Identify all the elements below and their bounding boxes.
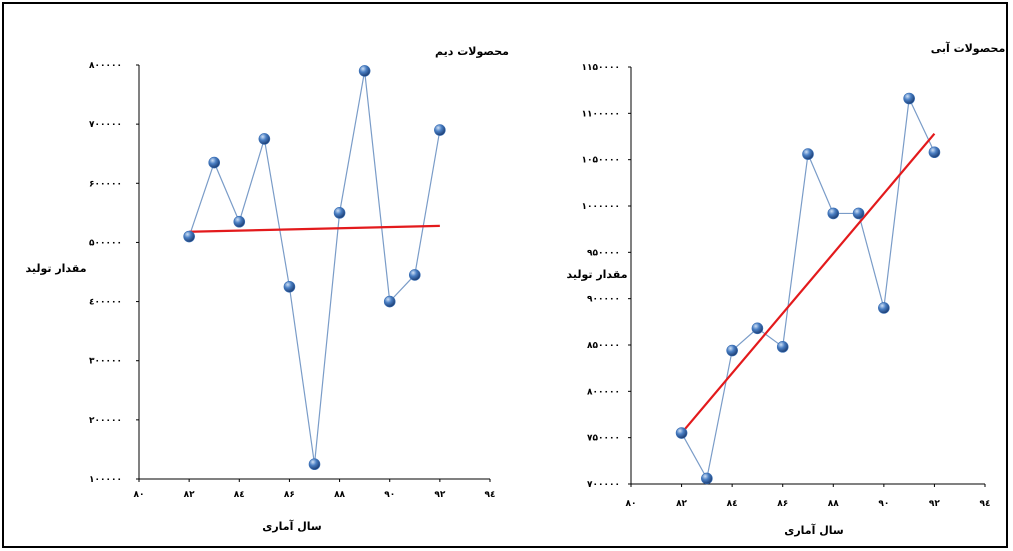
x-tick-label: ۸۶ xyxy=(777,499,788,509)
y-tick-label: ٤۰۰۰۰۰ xyxy=(89,298,122,308)
y-tick-label: ۹۰۰۰۰۰ xyxy=(587,295,620,305)
data-point xyxy=(183,230,195,243)
x-tick-label: ۸۲ xyxy=(676,499,687,509)
y-tick-label: ۱۰۵۰۰۰۰ xyxy=(582,156,620,166)
y-tick-label: ۱۱۰۰۰۰۰ xyxy=(582,109,620,119)
trend-line xyxy=(680,133,936,434)
chart-irrigated: ۷۰۰۰۰۰ ۷۵۰۰۰۰ ۸۰۰۰۰۰ ۸۵۰۰۰۰ ۹۰۰۰۰۰ ۹۵۰۰۰۰ ۱۰۰۰… xyxy=(566,41,1005,537)
x-tick-label: ۸۸ xyxy=(828,499,839,509)
data-point xyxy=(258,133,271,145)
y-axis-label: مقدار تولید xyxy=(25,262,86,275)
data-point xyxy=(903,92,915,105)
y-tick-label: ۷۵۰۰۰۰ xyxy=(587,434,620,444)
data-point xyxy=(233,215,246,228)
data-point xyxy=(751,322,764,335)
data-point xyxy=(675,427,688,439)
x-tick-label: ۹۲ xyxy=(929,499,940,509)
x-tick-label: ۹٤ xyxy=(485,490,496,500)
data-point xyxy=(852,207,865,220)
y-tick-label: ۵۰۰۰۰۰ xyxy=(89,238,122,248)
y-tick-label: ۱۰۰۰۰۰ xyxy=(89,475,122,485)
x-tick-label: ۹٤ xyxy=(980,499,991,509)
x-tick-label: ۹۲ xyxy=(434,490,445,500)
data-point xyxy=(802,148,814,160)
data-point xyxy=(308,458,321,471)
y-tick-label: ۹۵۰۰۰۰ xyxy=(587,248,620,258)
y-tick-label: ۲۰۰۰۰۰ xyxy=(89,416,122,426)
x-tick-label: ۸٤ xyxy=(234,490,245,500)
y-tick-label: ۱۱۵۰۰۰۰ xyxy=(582,63,620,73)
x-tick-label: ۸۶ xyxy=(284,490,295,500)
data-point xyxy=(358,65,371,77)
x-axis-label: سال آماری xyxy=(784,523,843,537)
data-point xyxy=(408,269,421,281)
y-tick-label: ۶۰۰۰۰۰ xyxy=(89,179,122,189)
x-tick-label: ۸۲ xyxy=(184,490,195,500)
y-tick-label: ۸۵۰۰۰۰ xyxy=(587,341,620,351)
data-point xyxy=(208,156,221,169)
x-tick-label: ۸۸ xyxy=(334,490,345,500)
data-point xyxy=(776,341,789,353)
data-point xyxy=(383,295,396,308)
y-tick-label: ۸۰۰۰۰۰ xyxy=(89,61,122,71)
x-tick-label: ۸٤ xyxy=(727,499,738,509)
chart-dryland: ۱۰۰۰۰۰ ۲۰۰۰۰۰ ۳۰۰۰۰۰ ٤۰۰۰۰۰ ۵۰۰۰۰۰ ۶۰۰۰۰۰ ۷۰۰۰… xyxy=(25,45,508,533)
data-point xyxy=(283,280,296,293)
data-point xyxy=(827,207,840,220)
chart-title: محصولات دیم xyxy=(435,45,509,58)
x-axis-label: سال آماری xyxy=(262,519,321,533)
y-axis-label: مقدار تولید xyxy=(566,268,627,281)
data-point xyxy=(878,302,890,314)
data-point xyxy=(928,146,941,159)
y-tick-label: ۷۰۰۰۰۰ xyxy=(587,480,620,490)
series-line xyxy=(188,70,441,465)
x-tick-label: ۹۰ xyxy=(384,490,395,500)
y-tick-label: ۸۰۰۰۰۰ xyxy=(587,387,620,397)
trend-line xyxy=(189,224,440,233)
y-tick-label: ۱۰۰۰۰۰۰ xyxy=(582,202,620,212)
data-point xyxy=(333,207,346,219)
chart-title: محصولات آبی xyxy=(931,41,1006,55)
data-point xyxy=(701,472,713,485)
y-tick-label: ۳۰۰۰۰۰ xyxy=(89,357,122,367)
x-tick-label: ۸۰ xyxy=(134,490,145,500)
data-point xyxy=(726,344,738,357)
x-tick-label: ۹۰ xyxy=(878,499,889,509)
y-tick-label: ۷۰۰۰۰۰ xyxy=(89,120,122,130)
x-tick-label: ۸۰ xyxy=(626,499,637,509)
data-point xyxy=(434,124,446,136)
